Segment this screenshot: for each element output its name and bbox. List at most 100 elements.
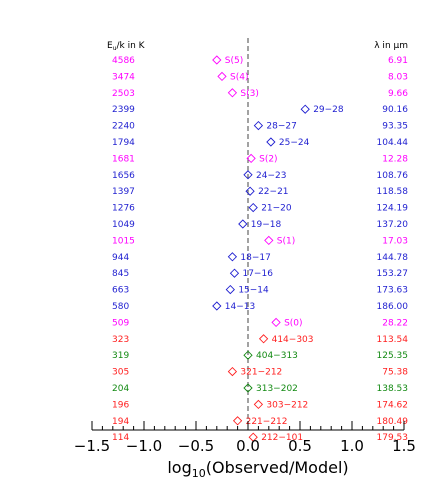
transition-label: 17−16 [242,269,273,279]
data-point-diamond [271,317,281,328]
data-point-diamond [243,170,253,180]
transition-label: 14−13 [225,302,255,312]
wavelength-label: 153.27 [377,269,409,279]
transition-label: 221−212 [246,417,288,427]
x-tick-label: 1.0 [340,437,364,455]
transition-label: 15−14 [238,286,269,296]
wavelength-label: 12.28 [382,154,408,164]
energy-label: 196 [112,400,129,410]
wavelength-label: 6.91 [388,56,408,66]
data-row: 114 179.53 212−101 [112,432,408,443]
energy-label: 580 [112,302,129,312]
wavelength-label: 137.20 [377,220,409,230]
data-point-diamond [229,268,240,278]
right-column-header: λ in μm [374,41,408,51]
transition-label: 25−24 [279,138,310,148]
data-point-diamond [217,71,227,82]
data-point-diamond [227,252,238,262]
energy-label: 1794 [112,138,135,148]
x-tick-label: 0.0 [236,437,260,455]
data-point-diamond [238,219,248,229]
left-column-header: Eu/k in K [107,41,146,52]
transition-label: S(2) [259,154,277,164]
transition-label: 404−313 [256,351,298,361]
data-row: 1049 137.20 19−18 [112,219,409,230]
wavelength-label: 113.54 [377,335,409,345]
transition-label: 29−28 [313,105,344,115]
energy-label: 944 [112,253,129,263]
wavelength-label: 108.76 [377,171,409,181]
wavelength-label: 144.78 [377,253,409,263]
data-row: 194 180.49 221−212 [112,416,408,427]
data-point-diamond [227,88,238,98]
energy-label: 2503 [112,89,135,99]
data-point-diamond [253,399,264,410]
transition-label: 21−20 [261,204,292,214]
transition-label: 28−27 [266,122,296,132]
data-point-diamond [227,366,238,377]
data-row: 944 144.78 18−17 [112,252,409,263]
data-row: 1015 17.03 S(1) [112,235,408,246]
transition-label: 212−101 [261,433,303,443]
energy-label: 1681 [112,154,135,164]
data-point-diamond [243,350,253,360]
data-row: 3474 8.03 S(4) [112,71,408,82]
data-row: 204 138.53 313−202 [112,383,409,394]
data-row: 1656 108.76 24−23 [112,170,409,181]
energy-label: 4586 [112,56,135,66]
transition-label: S(3) [240,89,258,99]
wavelength-label: 125.35 [377,351,409,361]
data-row: 319 125.35 404−313 [112,350,409,361]
data-row: 196 174.62 303−212 [112,399,408,410]
data-point-diamond [232,416,243,426]
x-tick-label: 1.5 [392,437,416,455]
data-point-diamond [212,301,222,311]
x-tick-label: −1.5 [74,437,110,455]
wavelength-label: 28.22 [382,318,408,328]
data-point-diamond [243,383,253,393]
energy-label: 509 [112,318,129,328]
data-row: 2399 90.16 29−28 [112,104,408,115]
data-point-diamond [258,334,269,344]
data-point-diamond [245,186,255,196]
energy-label: 2399 [112,105,135,115]
wavelength-label: 186.00 [377,302,409,312]
transition-label: 18−17 [240,253,270,263]
transition-label: 22−21 [258,187,288,197]
transition-label: 24−23 [256,171,286,181]
data-point-diamond [264,235,274,246]
x-axis-label: log10(Observed/Model) [167,458,348,480]
transition-label: 303−212 [266,400,308,410]
wavelength-label: 8.03 [388,72,408,82]
transition-label: S(5) [225,56,243,66]
data-row: 1276 124.19 21−20 [112,202,408,214]
wavelength-label: 138.53 [377,384,409,394]
x-tick-label: −0.5 [178,437,214,455]
transition-label: S(1) [277,236,295,246]
transition-label: S(4) [230,72,248,82]
data-row: 1681 12.28 S(2) [112,153,408,164]
data-row: 1397 118.58 22−21 [112,186,408,197]
energy-label: 1656 [112,171,135,181]
data-point-diamond [248,202,258,213]
wavelength-label: 90.16 [382,105,408,115]
wavelength-label: 75.38 [382,368,408,378]
x-tick-label: 0.5 [288,437,312,455]
data-row: 509 28.22 S(0) [112,317,408,328]
data-row: 580 186.00 14−13 [112,301,409,312]
energy-label: 2240 [112,122,135,132]
transition-label: 321−212 [240,368,282,378]
wavelength-label: 104.44 [377,138,409,148]
energy-label: 204 [112,384,129,394]
transition-label: 414−303 [272,335,314,345]
energy-label: 1276 [112,204,135,214]
energy-label: 845 [112,269,129,279]
data-point-diamond [253,120,264,131]
energy-label: 305 [112,368,129,378]
wavelength-label: 17.03 [382,236,408,246]
energy-label: 1397 [112,187,135,197]
data-row: 663 173.63 15−14 [112,284,408,296]
transition-label: 313−202 [256,384,298,394]
energy-label: 1049 [112,220,135,230]
